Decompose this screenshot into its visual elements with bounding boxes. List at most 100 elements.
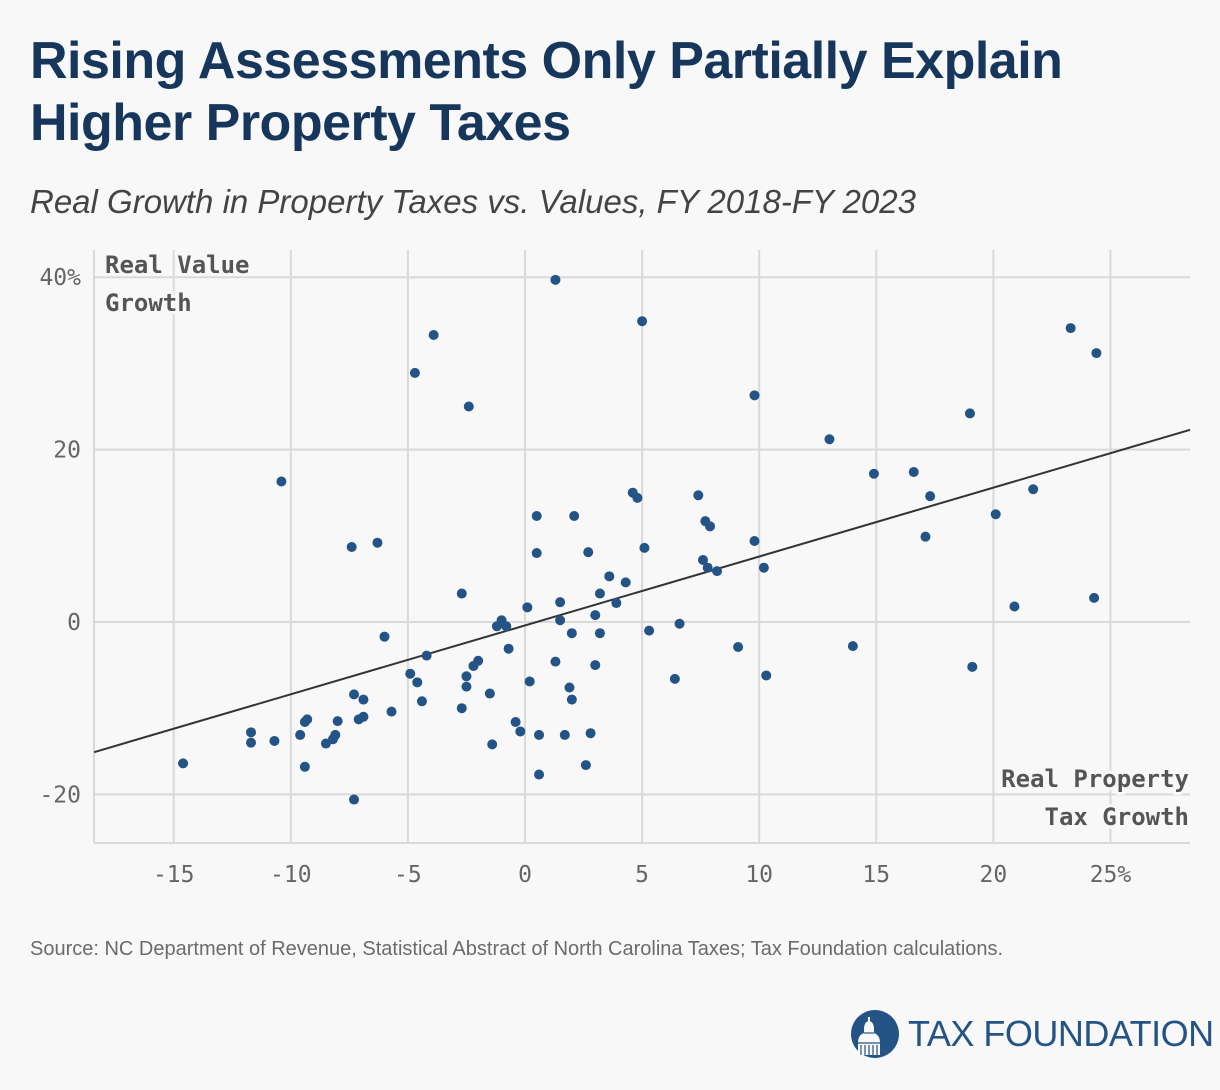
x-tick-label: 25%: [1090, 862, 1132, 888]
data-point: [1028, 484, 1039, 495]
y-axis-annotation-line-2: Growth: [105, 289, 192, 317]
data-point: [693, 490, 704, 501]
data-point: [484, 688, 495, 699]
data-point: [246, 737, 256, 748]
data-point: [405, 668, 416, 679]
data-point: [522, 602, 533, 613]
data-point: [908, 467, 919, 478]
data-point: [758, 562, 769, 573]
x-axis-annotation-line-1: Real Property: [1001, 765, 1189, 793]
data-point: [564, 682, 575, 693]
logo-text: TAX FOUNDATION: [908, 1013, 1214, 1054]
data-point: [749, 535, 760, 546]
data-point: [550, 656, 561, 667]
y-axis-annotation-line-1: Real Value: [105, 251, 250, 279]
data-point: [501, 621, 512, 632]
data-point: [461, 671, 472, 682]
data-point: [358, 694, 369, 705]
data-point: [990, 509, 1001, 520]
data-point: [463, 401, 474, 412]
y-tick-labels: 40% 20 0 -20: [39, 265, 81, 808]
data-point: [920, 531, 931, 542]
data-point: [524, 676, 535, 687]
data-point: [299, 761, 310, 772]
data-point: [749, 390, 760, 401]
data-point: [566, 628, 577, 639]
data-point: [674, 618, 685, 629]
data-point: [824, 434, 835, 445]
data-point: [925, 491, 936, 502]
axis-annotations: Real Value Growth Real Property Tax Grow…: [102, 248, 1192, 834]
y-tick-label: 20: [53, 438, 81, 464]
data-point: [847, 641, 858, 652]
chart-title: Rising Assessments Only Partially Explai…: [30, 32, 1063, 152]
axes: [93, 250, 1190, 844]
data-point: [416, 696, 427, 707]
data-point: [637, 316, 648, 327]
data-point: [353, 714, 364, 725]
data-point: [555, 615, 566, 626]
x-tick-label: 0: [518, 862, 532, 888]
data-point: [761, 670, 772, 681]
x-tick-label: -15: [153, 862, 195, 888]
data-point: [428, 329, 439, 340]
data-point: [559, 729, 570, 740]
data-point: [178, 758, 189, 769]
data-point: [967, 661, 978, 672]
data-point: [531, 510, 542, 521]
data-point: [1065, 323, 1076, 334]
data-point: [468, 660, 479, 671]
data-point: [705, 521, 716, 532]
x-tick-label: -10: [270, 862, 312, 888]
data-point: [697, 554, 708, 565]
source-note: Source: NC Department of Revenue, Statis…: [30, 938, 1004, 960]
data-point: [712, 566, 723, 577]
data-point: [555, 597, 566, 608]
data-point: [594, 628, 605, 639]
data-point: [1091, 348, 1102, 359]
data-point: [632, 492, 643, 503]
data-point: [332, 716, 343, 727]
x-tick-labels: -15 -10 -5 0 5 10 15 20 25%: [153, 862, 1131, 888]
data-point: [487, 739, 498, 750]
data-point: [456, 588, 467, 599]
data-point: [531, 548, 542, 559]
tax-foundation-logo: TAX FOUNDATION: [850, 1009, 1214, 1059]
data-point: [276, 476, 287, 487]
data-point: [733, 641, 744, 652]
data-point: [639, 542, 650, 553]
data-point: [534, 729, 545, 740]
data-point: [669, 673, 680, 684]
data-point: [611, 598, 622, 609]
x-tick-label: 15: [862, 862, 890, 888]
data-point: [566, 694, 577, 705]
data-point: [534, 769, 545, 780]
x-tick-label: -5: [394, 862, 422, 888]
x-tick-label: 10: [745, 862, 773, 888]
data-point: [569, 510, 580, 521]
data-point: [702, 562, 713, 573]
trendline-group: [93, 428, 1191, 754]
data-point: [594, 588, 605, 599]
chart-subtitle: Real Growth in Property Taxes vs. Values…: [30, 183, 916, 220]
data-point: [461, 681, 472, 692]
data-point: [386, 706, 397, 717]
data-point: [269, 735, 280, 746]
data-point: [409, 367, 420, 378]
data-point: [320, 738, 331, 749]
x-tick-label: 20: [980, 862, 1008, 888]
x-tick-label: 5: [635, 862, 649, 888]
y-tick-label: -20: [39, 782, 81, 808]
data-point: [246, 727, 256, 738]
y-tick-label: 0: [67, 610, 81, 636]
data-point: [379, 631, 390, 642]
capitol-dome-icon: [851, 1010, 899, 1058]
data-point: [299, 716, 310, 727]
data-point: [295, 729, 306, 740]
data-point: [590, 660, 601, 671]
data-point: [644, 625, 655, 636]
data-point: [346, 542, 357, 553]
data-point: [620, 577, 631, 588]
x-axis-annotation-line-2: Tax Growth: [1045, 803, 1190, 831]
data-point: [580, 760, 591, 771]
